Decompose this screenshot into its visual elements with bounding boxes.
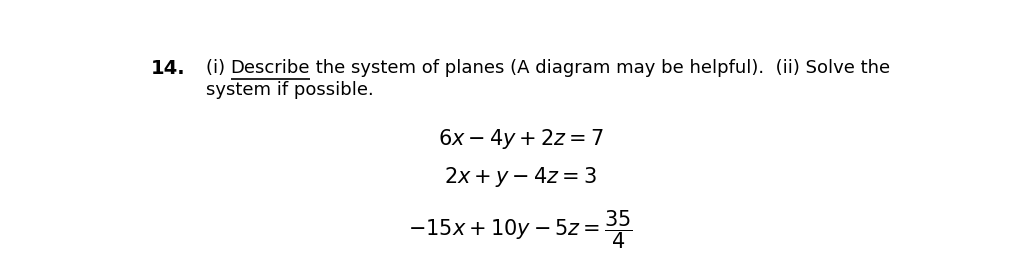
Text: (i): (i): [205, 59, 231, 77]
Text: $2x + y - 4z = 3$: $2x + y - 4z = 3$: [444, 165, 597, 189]
Text: Describe: Describe: [231, 59, 310, 77]
Text: system if possible.: system if possible.: [205, 81, 374, 99]
Text: 14.: 14.: [150, 59, 185, 78]
Text: $-15x + 10y - 5z = \dfrac{35}{4}$: $-15x + 10y - 5z = \dfrac{35}{4}$: [408, 208, 633, 251]
Text: the system of planes (A diagram may be helpful).  (ii) Solve the: the system of planes (A diagram may be h…: [310, 59, 890, 77]
Text: $6x - 4y + 2z = 7$: $6x - 4y + 2z = 7$: [438, 127, 604, 151]
